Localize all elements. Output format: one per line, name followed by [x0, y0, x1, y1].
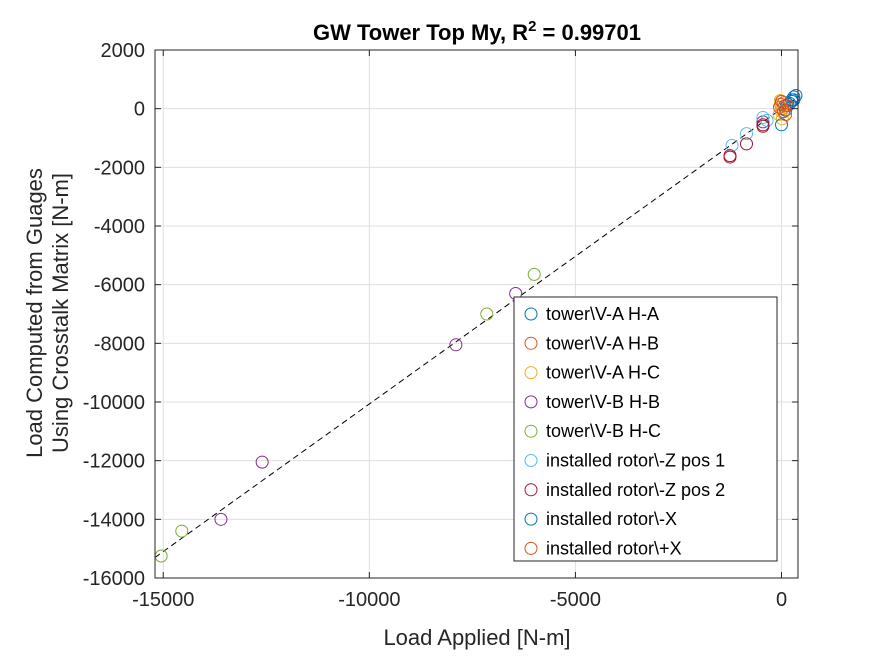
legend-marker: [524, 336, 538, 350]
data-point-series-3: [772, 108, 786, 122]
data-point-series-4: [255, 455, 269, 469]
y-axis-label-line-2: Using Crosstalk Matrix [N-m]: [48, 173, 73, 453]
x-tick-label: -5000: [550, 589, 601, 611]
y-tick-label: -2000: [94, 157, 145, 179]
y-tick-label: -16000: [83, 568, 145, 590]
plot-frame: [154, 49, 799, 579]
x-tick-label: 0: [776, 589, 787, 611]
data-point-series-5: [527, 267, 541, 281]
x-tick-label: -15000: [132, 589, 194, 611]
legend-entry-label: installed rotor\-Z pos 1: [546, 451, 725, 471]
legend-entry-label: tower\V-A H-A: [546, 304, 659, 324]
chart-title-superscript: 2: [528, 18, 536, 35]
y-tick-label: -14000: [83, 509, 145, 531]
data-point-series-7: [756, 119, 770, 133]
data-point-series-7: [739, 137, 753, 151]
legend-marker: [524, 512, 538, 526]
fit-line: [154, 96, 799, 558]
legend-entry-label: installed rotor\-Z pos 2: [546, 480, 725, 500]
data-point-series-4: [214, 512, 228, 526]
data-point-series-9: [781, 99, 795, 113]
data-point-series-4: [449, 338, 463, 352]
fit-line-layer: [154, 96, 799, 558]
y-axis-label: Load Computed from Guages Using Crosstal…: [22, 168, 73, 458]
legend-marker: [524, 366, 538, 380]
legend-entry-label: tower\V-B H-B: [546, 392, 660, 412]
legend-marker: [524, 541, 538, 555]
x-axis-label: Load Applied [N-m]: [383, 625, 570, 650]
data-point-series-9: [779, 108, 793, 122]
data-points: [154, 88, 803, 563]
data-point-series-6: [739, 127, 753, 141]
x-tick-label: -10000: [338, 589, 400, 611]
data-point-series-7: [723, 150, 737, 164]
data-point-series-6: [756, 110, 770, 124]
y-tick-label: 0: [134, 99, 145, 121]
legend-marker: [524, 454, 538, 467]
y-tick-label: -6000: [94, 275, 145, 297]
y-tick-label: -8000: [94, 333, 145, 355]
y-axis-label-line-1: Load Computed from Guages: [22, 168, 47, 458]
y-tick-label: -12000: [83, 451, 145, 473]
legend-marker: [524, 395, 538, 409]
legend-entry-label: installed rotor\+X: [546, 538, 682, 558]
legend: tower\V-A H-A tower\V-A H-B tower\V-A H-C t…: [513, 296, 778, 562]
chart-title-main: GW Tower Top My, R: [313, 20, 528, 45]
legend-entry-label: tower\V-A H-B: [546, 333, 659, 353]
legend-marker: [524, 483, 538, 497]
data-point-series-5: [175, 524, 189, 538]
legend-marker: [524, 424, 538, 438]
y-axis-ticks: 2000 0 -2000 -4000 -6000 -8000 -10000 -12000 -14…: [83, 40, 798, 590]
y-tick-label: 2000: [101, 40, 146, 62]
data-point-series-8: [789, 88, 803, 102]
legend-box: [513, 296, 778, 562]
y-tick-label: -4000: [94, 216, 145, 238]
chart-title: GW Tower Top My, R2 = 0.99701: [313, 18, 641, 45]
legend-marker: [524, 307, 538, 321]
x-axis-ticks: -15000 -10000 -5000 0: [132, 50, 787, 611]
legend-entry-label: tower\V-A H-C: [546, 363, 660, 383]
data-point-series-8: [787, 90, 801, 104]
legend-entry-label: tower\V-B H-C: [546, 421, 661, 441]
chart-title-suffix: = 0.99701: [536, 20, 641, 45]
legend-entry-label: installed rotor\-X: [546, 509, 677, 529]
data-point-series-5: [480, 307, 494, 321]
y-tick-label: -10000: [83, 392, 145, 414]
